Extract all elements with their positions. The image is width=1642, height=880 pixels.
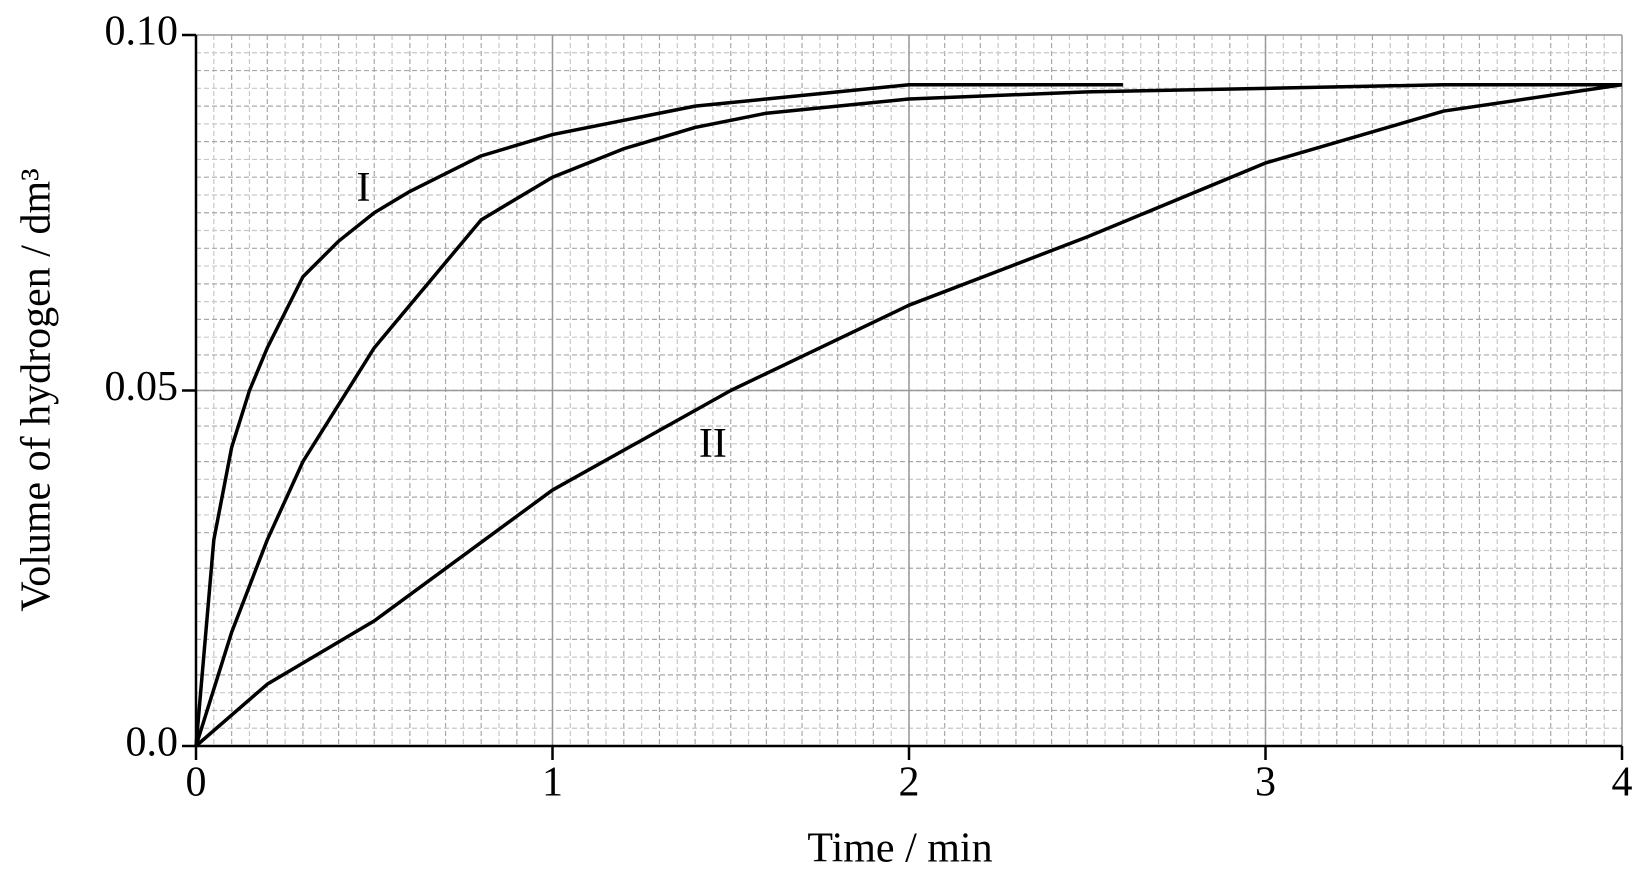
x-tick-label: 1 — [542, 760, 563, 806]
x-tick-label: 0 — [186, 760, 207, 806]
curve-label: I — [357, 165, 371, 211]
line-series — [194, 83, 1123, 747]
x-tick-label: 4 — [1612, 760, 1633, 806]
x-tick-label: 2 — [899, 760, 920, 806]
curve-label: II — [699, 421, 727, 467]
y-tick-label: 0.05 — [105, 364, 179, 410]
y-tick-label: 0.0 — [126, 720, 179, 766]
line-series — [194, 83, 1623, 748]
x-tick-label: 3 — [1255, 760, 1276, 806]
y-tick-label: 0.10 — [105, 9, 179, 55]
line-series — [194, 83, 1622, 747]
x-axis-label: Time / min — [807, 826, 992, 872]
y-axis-label: Volume of hydrogen / dm³ — [14, 168, 60, 611]
